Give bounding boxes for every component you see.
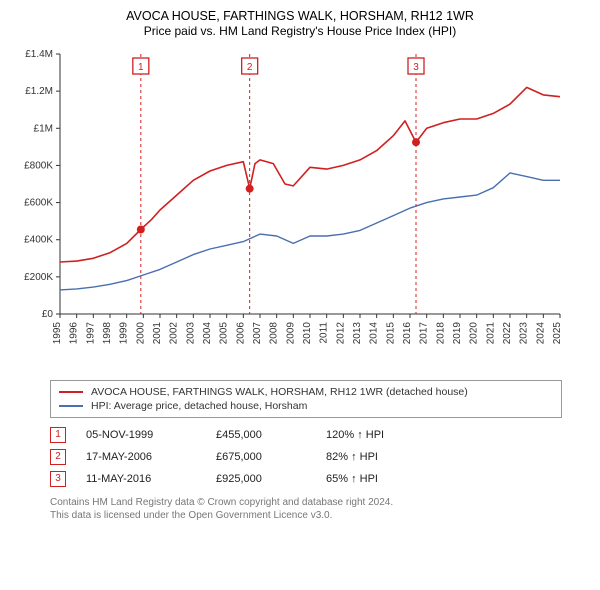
chart-container: AVOCA HOUSE, FARTHINGS WALK, HORSHAM, RH…: [0, 0, 600, 590]
legend-label-hpi: HPI: Average price, detached house, Hors…: [91, 400, 307, 412]
svg-text:1997: 1997: [85, 322, 96, 345]
chart-title: AVOCA HOUSE, FARTHINGS WALK, HORSHAM, RH…: [10, 8, 590, 24]
svg-text:£800K: £800K: [24, 161, 53, 172]
svg-text:2003: 2003: [185, 322, 196, 345]
sale-badge: 3: [50, 471, 66, 487]
svg-text:1: 1: [138, 62, 144, 73]
svg-text:2010: 2010: [302, 322, 313, 345]
legend-swatch-hpi: [59, 405, 83, 407]
svg-text:£600K: £600K: [24, 198, 53, 209]
legend-item-property: AVOCA HOUSE, FARTHINGS WALK, HORSHAM, RH…: [59, 385, 553, 399]
sale-badge: 1: [50, 427, 66, 443]
svg-text:£400K: £400K: [24, 235, 53, 246]
svg-text:£1M: £1M: [34, 124, 53, 135]
svg-text:2007: 2007: [252, 322, 263, 345]
sale-hpi: 120% ↑ HPI: [326, 429, 562, 441]
svg-text:2015: 2015: [385, 322, 396, 345]
svg-text:1999: 1999: [119, 322, 130, 345]
svg-text:1995: 1995: [52, 322, 63, 345]
svg-text:£200K: £200K: [24, 272, 53, 283]
svg-text:2020: 2020: [469, 322, 480, 345]
svg-text:2005: 2005: [219, 322, 230, 345]
sales-table: 1 05-NOV-1999 £455,000 120% ↑ HPI 2 17-M…: [50, 424, 562, 490]
svg-text:£1.4M: £1.4M: [25, 49, 53, 60]
svg-text:2018: 2018: [435, 322, 446, 345]
svg-text:3: 3: [413, 62, 419, 73]
svg-text:£1.2M: £1.2M: [25, 86, 53, 97]
legend: AVOCA HOUSE, FARTHINGS WALK, HORSHAM, RH…: [50, 380, 562, 418]
sale-price: £675,000: [216, 451, 326, 463]
svg-text:2014: 2014: [369, 322, 380, 345]
sale-row: 3 11-MAY-2016 £925,000 65% ↑ HPI: [50, 468, 562, 490]
svg-text:1996: 1996: [69, 322, 80, 345]
svg-text:2016: 2016: [402, 322, 413, 345]
chart-subtitle: Price paid vs. HM Land Registry's House …: [10, 24, 590, 38]
legend-swatch-property: [59, 391, 83, 393]
sale-hpi: 82% ↑ HPI: [326, 451, 562, 463]
svg-text:2013: 2013: [352, 322, 363, 345]
sale-badge: 2: [50, 449, 66, 465]
svg-text:2002: 2002: [169, 322, 180, 345]
sale-price: £455,000: [216, 429, 326, 441]
svg-text:2024: 2024: [535, 322, 546, 345]
svg-text:2022: 2022: [502, 322, 513, 345]
svg-text:2008: 2008: [269, 322, 280, 345]
svg-text:2004: 2004: [202, 322, 213, 345]
sale-row: 1 05-NOV-1999 £455,000 120% ↑ HPI: [50, 424, 562, 446]
sale-price: £925,000: [216, 473, 326, 485]
sale-date: 05-NOV-1999: [86, 429, 216, 441]
svg-text:2006: 2006: [235, 322, 246, 345]
legend-label-property: AVOCA HOUSE, FARTHINGS WALK, HORSHAM, RH…: [91, 386, 468, 398]
price-chart: £0 £200K £400K £600K £800K £1M £1.2M £1.4M 1995 1…: [10, 44, 570, 374]
svg-text:2021: 2021: [485, 322, 496, 345]
footnote-line: This data is licensed under the Open Gov…: [50, 509, 562, 522]
footnote-line: Contains HM Land Registry data © Crown c…: [50, 496, 562, 509]
sale-date: 11-MAY-2016: [86, 473, 216, 485]
svg-text:2012: 2012: [335, 322, 346, 345]
legend-item-hpi: HPI: Average price, detached house, Hors…: [59, 399, 553, 413]
footnote: Contains HM Land Registry data © Crown c…: [50, 496, 562, 522]
svg-text:2023: 2023: [519, 322, 530, 345]
svg-text:1998: 1998: [102, 322, 113, 345]
svg-text:2017: 2017: [419, 322, 430, 345]
svg-text:2009: 2009: [285, 322, 296, 345]
svg-text:2019: 2019: [452, 322, 463, 345]
svg-text:2011: 2011: [319, 322, 330, 344]
sale-hpi: 65% ↑ HPI: [326, 473, 562, 485]
svg-text:2: 2: [247, 62, 253, 73]
svg-text:2000: 2000: [135, 322, 146, 345]
sale-row: 2 17-MAY-2006 £675,000 82% ↑ HPI: [50, 446, 562, 468]
sale-date: 17-MAY-2006: [86, 451, 216, 463]
svg-text:2025: 2025: [552, 322, 563, 345]
svg-text:2001: 2001: [152, 322, 163, 345]
svg-text:£0: £0: [42, 309, 54, 320]
